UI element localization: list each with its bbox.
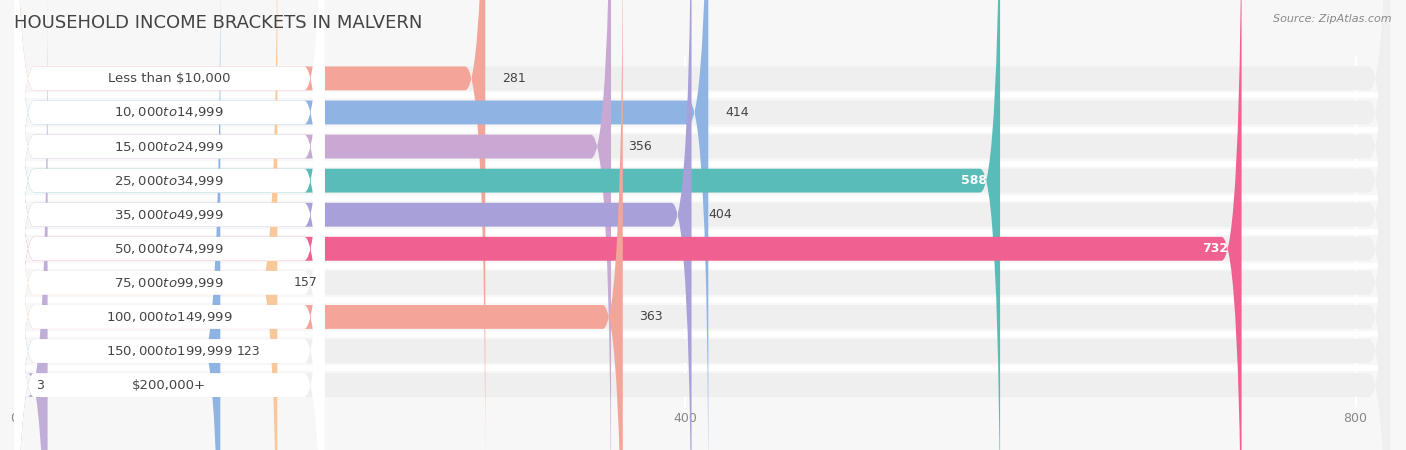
FancyBboxPatch shape (14, 0, 612, 450)
FancyBboxPatch shape (14, 0, 325, 450)
Text: $200,000+: $200,000+ (132, 378, 207, 392)
FancyBboxPatch shape (14, 0, 1389, 450)
Text: $35,000 to $49,999: $35,000 to $49,999 (114, 208, 224, 222)
Text: 363: 363 (640, 310, 664, 324)
Text: 123: 123 (238, 345, 260, 357)
Text: 404: 404 (709, 208, 733, 221)
FancyBboxPatch shape (14, 0, 1389, 450)
FancyBboxPatch shape (14, 0, 325, 450)
Text: $75,000 to $99,999: $75,000 to $99,999 (114, 276, 224, 290)
FancyBboxPatch shape (14, 0, 48, 450)
FancyBboxPatch shape (14, 0, 1389, 450)
FancyBboxPatch shape (14, 0, 1000, 450)
FancyBboxPatch shape (14, 0, 221, 450)
FancyBboxPatch shape (14, 0, 1389, 450)
FancyBboxPatch shape (14, 0, 1389, 450)
Text: $100,000 to $149,999: $100,000 to $149,999 (105, 310, 232, 324)
FancyBboxPatch shape (14, 0, 485, 450)
Text: 356: 356 (628, 140, 651, 153)
Text: $150,000 to $199,999: $150,000 to $199,999 (105, 344, 232, 358)
FancyBboxPatch shape (14, 0, 1389, 450)
Text: 281: 281 (502, 72, 526, 85)
FancyBboxPatch shape (14, 0, 1241, 450)
FancyBboxPatch shape (14, 0, 325, 450)
FancyBboxPatch shape (14, 0, 325, 450)
FancyBboxPatch shape (14, 0, 325, 450)
Text: 3: 3 (37, 378, 44, 392)
FancyBboxPatch shape (14, 0, 325, 450)
FancyBboxPatch shape (14, 0, 1389, 450)
Text: $25,000 to $34,999: $25,000 to $34,999 (114, 174, 224, 188)
FancyBboxPatch shape (14, 0, 325, 450)
Text: 414: 414 (725, 106, 749, 119)
Text: HOUSEHOLD INCOME BRACKETS IN MALVERN: HOUSEHOLD INCOME BRACKETS IN MALVERN (14, 14, 422, 32)
Text: $50,000 to $74,999: $50,000 to $74,999 (114, 242, 224, 256)
FancyBboxPatch shape (14, 0, 709, 450)
Text: $10,000 to $14,999: $10,000 to $14,999 (114, 105, 224, 120)
FancyBboxPatch shape (14, 0, 325, 450)
FancyBboxPatch shape (14, 0, 692, 450)
Text: Less than $10,000: Less than $10,000 (108, 72, 231, 85)
FancyBboxPatch shape (14, 0, 1389, 450)
FancyBboxPatch shape (14, 0, 1389, 450)
FancyBboxPatch shape (14, 0, 325, 450)
Text: 732: 732 (1202, 242, 1229, 255)
FancyBboxPatch shape (14, 0, 277, 450)
FancyBboxPatch shape (14, 0, 325, 450)
FancyBboxPatch shape (14, 0, 623, 450)
FancyBboxPatch shape (14, 0, 1389, 450)
Text: Source: ZipAtlas.com: Source: ZipAtlas.com (1274, 14, 1392, 23)
Text: 588: 588 (960, 174, 987, 187)
Text: $15,000 to $24,999: $15,000 to $24,999 (114, 140, 224, 153)
Text: 157: 157 (294, 276, 318, 289)
